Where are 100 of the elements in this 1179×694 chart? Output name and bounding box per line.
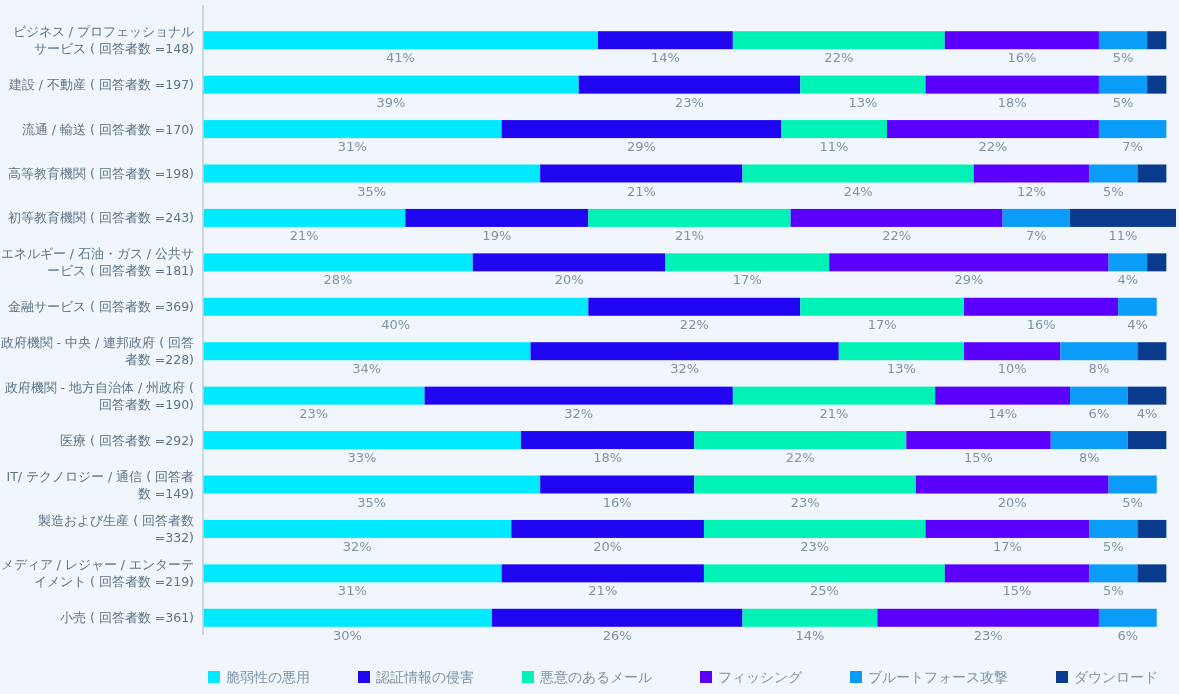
data-label: 15% [1002,583,1032,599]
data-label: 26% [602,627,632,643]
data-label: 16% [1007,50,1037,66]
bar [1050,431,1128,450]
bar [1070,386,1128,405]
data-label: 8% [1088,361,1110,377]
data-label: 17% [992,538,1022,554]
bar [1108,475,1157,494]
y-tick-label: 政府機関 - 中央 / 連邦政府 ( 回答者数 =228) [0,334,194,369]
bar [877,608,1099,627]
bar [203,208,406,227]
bar [203,120,502,139]
bar [1137,519,1167,538]
data-label: 41% [386,50,415,66]
data-label: 22% [882,227,912,243]
y-tick-label: 高等教育機関 ( 回答者数 =198) [7,165,194,182]
bar [944,31,1099,50]
bar [935,386,1071,405]
legend-label: 悪意のあるメール [539,669,652,685]
bar [588,297,801,316]
data-label: 22% [785,450,815,466]
data-label: 20% [997,494,1027,510]
bar [973,164,1090,183]
bar [703,519,926,538]
bar [492,608,743,627]
y-tick-label: 小売 ( 回答者数 =361) [59,609,194,627]
y-tick-label: 初等教育機関 ( 回答者数 =243) [7,209,194,227]
y-tick-label: ビジネス / プロフェッショナルサービス ( 回答者数 =148) [11,23,194,58]
bar [203,519,512,538]
data-label: 5% [1103,583,1124,599]
bar [838,342,965,361]
data-label: 5% [1112,50,1134,66]
bar [1089,519,1138,538]
bar [588,208,791,227]
data-label: 5% [1103,183,1124,199]
data-label: 29% [954,272,984,288]
bar [203,431,521,450]
bar [1098,120,1167,139]
legend-label: ダウンロード [1074,669,1158,685]
bar [964,342,1061,361]
bar [520,431,695,450]
legend-label: ブルートフォース攻撃 [868,669,1008,685]
bar [1070,208,1176,227]
data-label: 21% [675,227,704,243]
bar [501,120,782,139]
bar [1060,342,1138,361]
bar [530,342,839,361]
data-label: 29% [626,139,656,155]
bar [405,208,589,227]
bar [472,253,666,272]
y-tick-label: 政府機関 - 地方自治体 / 州政府 ( 回答者数 =190) [3,378,194,413]
bar [203,608,493,627]
bar [781,120,887,139]
data-label: 10% [997,361,1027,377]
data-label: 35% [357,494,387,510]
data-label: 13% [886,361,916,377]
bar [203,386,425,405]
bar [1137,342,1167,361]
data-label: 33% [347,450,377,466]
bar [944,564,1090,583]
bar [800,297,965,316]
bar [1137,564,1167,583]
bar [1147,253,1167,272]
data-label: 6% [1088,405,1110,421]
data-label: 12% [1017,183,1046,199]
data-label: 21% [626,183,656,199]
y-tick-label: IT/ テクノロジー / 通信 ( 回答者数 =149) [5,467,194,502]
bar [732,31,945,50]
data-label: 23% [299,405,329,421]
data-label: 8% [1078,450,1100,466]
y-tick-label: 流通 / 輸送 ( 回答者数 =170) [20,120,194,138]
y-tick-label: メディア / レジャー / エンターテイメント ( 回答者数 =219) [0,556,194,591]
bar [1089,164,1138,183]
data-label: 31% [337,583,367,599]
y-tick-label: 製造および生産 ( 回答者数 =332) [37,511,194,546]
data-label: 7% [1122,139,1143,155]
bar [1108,253,1148,272]
data-label: 11% [819,139,849,155]
bar [703,564,945,583]
bar [540,164,743,183]
data-label: 34% [352,361,382,377]
data-label: 28% [323,272,353,288]
data-label: 11% [1108,227,1138,243]
bar [1002,208,1071,227]
bar [424,386,733,405]
bar [203,297,589,316]
data-label: 32% [342,538,372,554]
bar [578,75,801,94]
data-label: 23% [790,494,820,510]
bar [203,31,598,50]
bar [203,75,579,94]
data-label: 4% [1127,316,1148,332]
data-label: 17% [867,316,897,332]
bar [886,120,1099,139]
data-label: 4% [1117,272,1139,288]
bar [511,519,704,538]
data-label: 30% [333,627,362,643]
data-label: 39% [376,94,406,110]
bar [1137,164,1167,183]
data-label: 19% [482,227,512,243]
